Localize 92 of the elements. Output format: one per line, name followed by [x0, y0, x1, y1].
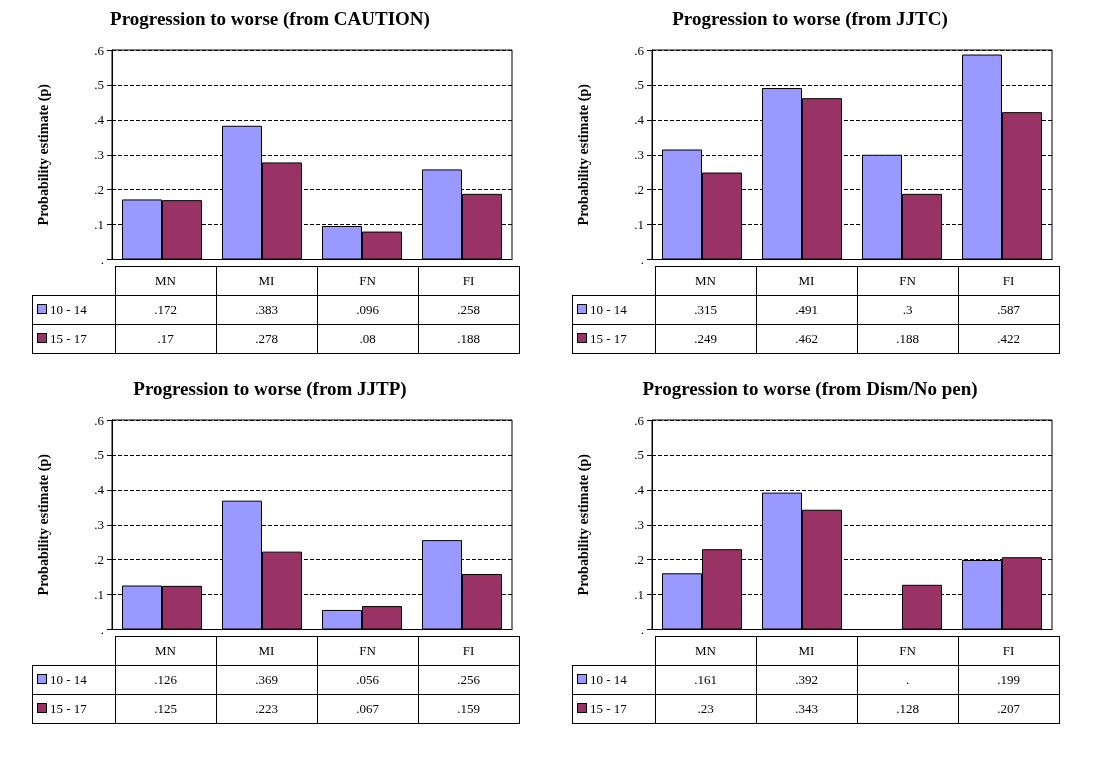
y-tick-label: .6 — [94, 42, 105, 58]
x-tick-label: FN — [317, 266, 418, 296]
x-tick-label: FI — [958, 636, 1059, 666]
data-label: .161 — [655, 665, 756, 695]
y-tick-label: .5 — [634, 77, 644, 93]
data-label: .188 — [418, 324, 519, 354]
y-tick-label: . — [100, 622, 104, 637]
y-tick-label: .2 — [94, 552, 104, 568]
chart-title: Progression to worse (from Dism/No pen) — [642, 378, 978, 400]
y-tick-label: .1 — [634, 587, 644, 603]
data-label: .17 — [115, 324, 216, 354]
chart-title: Progression to worse (from CAUTION) — [110, 8, 430, 30]
y-tick-label: .2 — [634, 552, 644, 568]
chart-title: Progression to worse (from JJTC) — [672, 8, 948, 30]
legend-label: 10 - 14 — [32, 295, 115, 325]
data-label: .278 — [216, 324, 317, 354]
x-tick-label: FI — [418, 266, 519, 296]
y-tick-label: . — [100, 252, 104, 267]
y-tick-label: .2 — [94, 182, 104, 198]
y-axis-title: Probability estimate (p) — [575, 83, 592, 226]
x-tick-label: FN — [857, 266, 958, 296]
legend-label: 15 - 17 — [572, 694, 655, 724]
y-axis-title: Probability estimate (p) — [35, 83, 52, 226]
data-label: .056 — [317, 665, 418, 695]
y-tick-label: .2 — [634, 182, 644, 198]
data-label: .23 — [655, 694, 756, 724]
data-label: .392 — [756, 665, 857, 695]
y-tick-label: .4 — [634, 112, 645, 128]
y-tick-label: .5 — [94, 77, 104, 93]
y-tick-label: .5 — [94, 447, 104, 463]
data-label: .125 — [115, 694, 216, 724]
legend-label: 10 - 14 — [572, 665, 655, 695]
x-tick-label: MI — [216, 266, 317, 296]
data-label: .159 — [418, 694, 519, 724]
data-label: .256 — [418, 665, 519, 695]
data-label: .3 — [857, 295, 958, 325]
data-label: .126 — [115, 665, 216, 695]
data-label: .258 — [418, 295, 519, 325]
data-label: .128 — [857, 694, 958, 724]
y-tick-label: .4 — [94, 482, 105, 498]
data-label: .491 — [756, 295, 857, 325]
y-tick-label: .6 — [94, 412, 105, 428]
y-tick-label: .1 — [94, 217, 104, 233]
y-tick-label: .4 — [634, 482, 645, 498]
legend-label: 15 - 17 — [32, 324, 115, 354]
x-tick-label: FN — [857, 636, 958, 666]
y-tick-label: .3 — [634, 517, 644, 533]
x-tick-label: MN — [115, 636, 216, 666]
legend-label: 10 - 14 — [572, 295, 655, 325]
data-label: .207 — [958, 694, 1059, 724]
y-tick-label: .6 — [634, 412, 645, 428]
data-label: .462 — [756, 324, 857, 354]
y-tick-label: .3 — [634, 147, 644, 163]
x-tick-label: FI — [418, 636, 519, 666]
data-label: .343 — [756, 694, 857, 724]
x-tick-label: MN — [655, 266, 756, 296]
legend-label: 15 - 17 — [32, 694, 115, 724]
data-label: .067 — [317, 694, 418, 724]
data-label: .249 — [655, 324, 756, 354]
y-axis-title: Probability estimate (p) — [575, 453, 592, 596]
data-label: .422 — [958, 324, 1059, 354]
y-tick-label: .3 — [94, 147, 104, 163]
x-tick-label: MI — [756, 266, 857, 296]
data-label: .223 — [216, 694, 317, 724]
y-tick-label: .3 — [94, 517, 104, 533]
y-axis-title: Probability estimate (p) — [35, 453, 52, 596]
y-tick-label: .4 — [94, 112, 105, 128]
data-label: .587 — [958, 295, 1059, 325]
data-label: .188 — [857, 324, 958, 354]
data-label: .383 — [216, 295, 317, 325]
data-label: .199 — [958, 665, 1059, 695]
x-tick-label: FN — [317, 636, 418, 666]
data-label: .315 — [655, 295, 756, 325]
text: . — [905, 672, 910, 687]
y-tick-label: .1 — [634, 217, 644, 233]
x-tick-label: MI — [216, 636, 317, 666]
y-tick-label: .1 — [94, 587, 104, 603]
legend-label: 15 - 17 — [572, 324, 655, 354]
y-tick-label: . — [640, 252, 644, 267]
data-label: .172 — [115, 295, 216, 325]
data-label: .369 — [216, 665, 317, 695]
chart-title: Progression to worse (from JJTP) — [133, 378, 407, 400]
x-tick-label: MN — [115, 266, 216, 296]
data-label: .08 — [317, 324, 418, 354]
y-tick-label: .5 — [634, 447, 644, 463]
legend-label: 10 - 14 — [32, 665, 115, 695]
x-tick-label: MI — [756, 636, 857, 666]
y-tick-label: . — [640, 622, 644, 637]
x-tick-label: FI — [958, 266, 1059, 296]
y-tick-label: .6 — [634, 42, 645, 58]
x-tick-label: MN — [655, 636, 756, 666]
data-label: .096 — [317, 295, 418, 325]
